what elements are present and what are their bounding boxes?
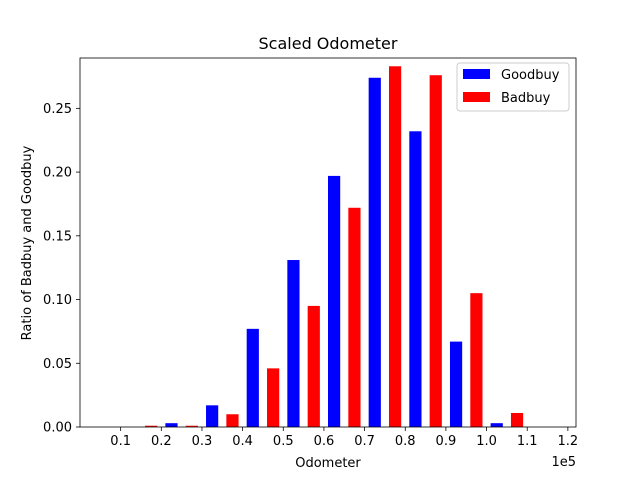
x-axis-label: Odometer bbox=[295, 456, 361, 471]
x-tick-label: 1.2 bbox=[558, 434, 579, 449]
axes-frame bbox=[79, 57, 577, 428]
bar-goodbuy-6 bbox=[368, 77, 381, 427]
x-tick-label: 0.7 bbox=[354, 434, 375, 449]
x-tick-label: 0.8 bbox=[395, 434, 416, 449]
x-tick-label: 0.1 bbox=[110, 434, 131, 449]
x-tick-label: 0.3 bbox=[192, 434, 213, 449]
y-axis-label: Ratio of Badbuy and Goodbuy bbox=[20, 145, 35, 340]
x-axis-offset-label: 1e5 bbox=[551, 455, 576, 470]
legend-label-goodbuy: Goodbuy bbox=[501, 68, 560, 83]
plot-area: 0.1 0.2 0.3 0.4 0.5 0.6 0.7 0.8 0.9 1.0 1.1 1.2 0.00… bbox=[43, 57, 579, 449]
bar-goodbuy-3 bbox=[246, 328, 259, 427]
x-tick-label: 0.5 bbox=[273, 434, 294, 449]
bar-goodbuy-1 bbox=[165, 423, 178, 427]
legend: Goodbuy Badbuy bbox=[456, 62, 570, 112]
legend-swatch-goodbuy bbox=[463, 69, 490, 79]
chart-title: Scaled Odometer bbox=[259, 34, 398, 53]
x-tick-label: 1.0 bbox=[476, 434, 497, 449]
legend-swatch-badbuy bbox=[463, 92, 490, 102]
bar-badbuy-5 bbox=[348, 207, 361, 427]
bar-badbuy-6 bbox=[388, 66, 402, 427]
bar-goodbuy-4 bbox=[287, 260, 300, 427]
x-tick-label: 0.6 bbox=[314, 434, 335, 449]
bar-goodbuy-9 bbox=[490, 423, 503, 427]
legend-label-badbuy: Badbuy bbox=[501, 91, 551, 106]
y-tick-label: 0.10 bbox=[43, 293, 72, 308]
y-tick-label: 0.00 bbox=[43, 421, 72, 436]
bar-badbuy-0 bbox=[145, 425, 158, 427]
bar-badbuy-4 bbox=[307, 305, 320, 427]
bar-goodbuy-2 bbox=[206, 405, 219, 427]
x-tick-label: 0.4 bbox=[232, 434, 253, 449]
x-tick-label: 0.9 bbox=[436, 434, 457, 449]
y-tick-label: 0.25 bbox=[43, 102, 72, 117]
bar-badbuy-2 bbox=[226, 414, 239, 427]
bar-badbuy-8 bbox=[470, 293, 483, 427]
x-tick-label: 1.1 bbox=[517, 434, 538, 449]
y-tick-label: 0.05 bbox=[43, 357, 72, 372]
bar-badbuy-9 bbox=[510, 412, 524, 427]
bar-goodbuy-7 bbox=[409, 131, 422, 428]
bar-goodbuy-8 bbox=[449, 341, 463, 427]
bar-badbuy-1 bbox=[185, 425, 198, 427]
bar-badbuy-3 bbox=[267, 368, 280, 427]
y-tick-label: 0.20 bbox=[43, 166, 72, 181]
y-tick-label: 0.15 bbox=[43, 229, 72, 244]
x-tick-label: 0.2 bbox=[151, 434, 172, 449]
bar-badbuy-7 bbox=[429, 75, 442, 428]
bar-goodbuy-5 bbox=[328, 175, 341, 427]
